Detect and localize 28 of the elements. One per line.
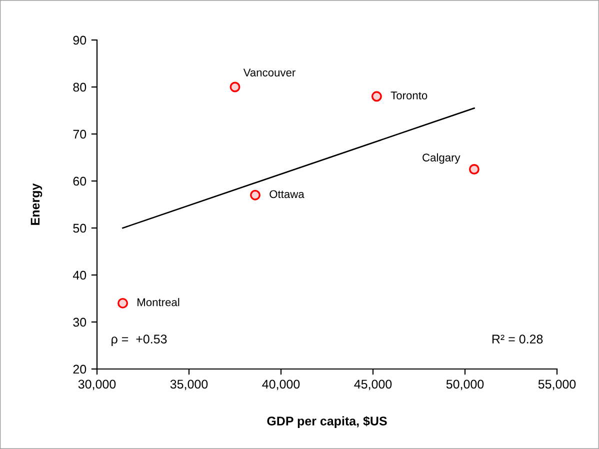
x-tick-label: 40,000 [262,380,300,390]
x-tick-label: 45,000 [354,380,392,390]
annotation: Toronto [390,92,428,100]
point [250,190,260,200]
annotation: Montreal [138,298,180,306]
y-tick-label: 40 [72,270,86,280]
x-axis-title: GDP per capita, $US [267,416,387,428]
point [230,82,240,92]
x-tick-label: 55,000 [538,380,576,390]
point [371,91,382,102]
x-tick-label: 30,000 [78,380,116,390]
annotation: Calgary [422,153,460,164]
point [118,298,128,308]
point [468,164,480,174]
y-axis-title: Energy [30,183,42,225]
annotation: Vancouver [243,68,296,76]
x-tick-label: 35,000 [170,380,208,390]
y-tick-label: 70 [73,130,86,139]
y-tick-label: 50 [73,224,86,233]
x-tick-label: 50,000 [446,380,484,390]
y-tick-label: 90 [73,36,86,45]
y-tick-label: 80 [73,82,86,92]
y-tick-label: 60 [73,176,86,186]
y-tick-label: 20 [73,364,86,374]
y-tick-label: 30 [73,318,86,327]
annotation: ρ = +0.53 [112,334,167,346]
annotation: R² = 0.28 [492,334,543,344]
annotation: Ottawa [270,190,304,198]
